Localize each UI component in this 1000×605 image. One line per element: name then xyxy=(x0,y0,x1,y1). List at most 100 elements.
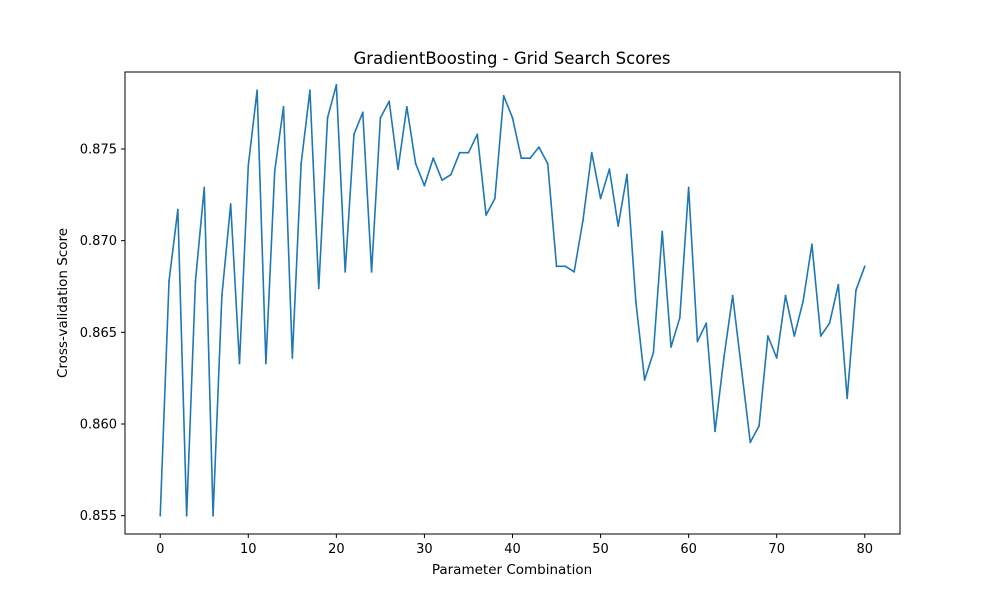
data-point xyxy=(353,133,355,136)
y-tick-label: 0.875 xyxy=(80,143,117,158)
data-point xyxy=(265,362,267,365)
data-point xyxy=(643,379,646,381)
data-point xyxy=(423,184,426,187)
data-point xyxy=(758,424,760,427)
data-point xyxy=(811,243,813,246)
data-point xyxy=(335,83,338,86)
data-point xyxy=(793,335,796,337)
data-point xyxy=(511,116,514,119)
data-point xyxy=(819,335,822,337)
data-point xyxy=(247,164,250,167)
data-point xyxy=(326,116,329,119)
data-point xyxy=(405,105,408,108)
x-tick-label: 0 xyxy=(156,542,164,557)
data-point xyxy=(185,514,188,517)
data-point xyxy=(837,283,840,286)
y-axis-label: Cross-validation Score xyxy=(55,228,71,378)
data-point xyxy=(238,362,241,365)
y-tick-label: 0.860 xyxy=(80,418,117,433)
data-point xyxy=(203,186,206,189)
data-point xyxy=(300,162,303,165)
data-point xyxy=(634,300,637,303)
data-point xyxy=(573,270,576,273)
data-point xyxy=(441,179,443,182)
data-point xyxy=(458,151,461,154)
y-tick-label: 0.865 xyxy=(80,326,117,341)
data-point xyxy=(449,173,452,176)
data-point xyxy=(546,162,549,165)
data-point xyxy=(273,170,276,172)
x-tick-label: 70 xyxy=(768,542,785,557)
data-point xyxy=(670,346,672,348)
data-point xyxy=(529,157,532,160)
data-point xyxy=(687,186,690,189)
data-point xyxy=(432,157,435,160)
data-point xyxy=(661,230,664,233)
data-point xyxy=(608,168,611,171)
x-axis: 0 10 20 30 40 50 60 70 80 xyxy=(156,534,873,557)
x-axis-label: Parameter Combination xyxy=(432,562,592,578)
data-point xyxy=(617,225,620,227)
x-tick-label: 40 xyxy=(504,542,521,557)
data-point xyxy=(626,173,628,176)
data-point xyxy=(855,289,857,292)
data-point xyxy=(397,168,399,171)
data-point xyxy=(291,357,294,359)
data-point xyxy=(863,265,866,268)
data-point xyxy=(564,265,567,268)
x-tick-label: 50 xyxy=(592,542,609,557)
data-point xyxy=(344,270,347,273)
data-point xyxy=(476,133,479,136)
data-point xyxy=(388,100,391,103)
x-tick-label: 80 xyxy=(856,542,873,557)
data-point xyxy=(696,340,699,343)
data-point xyxy=(678,316,681,319)
data-point xyxy=(652,351,655,354)
data-point xyxy=(705,322,708,325)
data-point xyxy=(722,357,725,359)
plot-frame xyxy=(124,71,901,535)
data-point xyxy=(599,197,602,200)
data-point xyxy=(775,357,778,359)
data-point xyxy=(176,208,179,211)
data-point xyxy=(361,111,364,114)
data-point xyxy=(538,146,540,149)
data-point xyxy=(168,280,170,282)
data-point xyxy=(767,335,769,337)
x-tick-label: 10 xyxy=(240,542,257,557)
data-point xyxy=(784,294,787,297)
y-axis: 0.855 0.860 0.865 0.870 0.875 xyxy=(80,143,125,524)
x-tick-label: 20 xyxy=(328,542,345,557)
data-point xyxy=(414,162,417,165)
data-point xyxy=(493,197,496,200)
data-point xyxy=(582,219,584,222)
data-point xyxy=(317,287,320,290)
data-point xyxy=(379,116,382,119)
data-point xyxy=(731,294,734,297)
data-point xyxy=(229,203,232,205)
x-tick-label: 30 xyxy=(416,542,433,557)
data-point xyxy=(714,430,716,433)
data-point xyxy=(590,151,593,154)
plot-area xyxy=(159,83,866,517)
data-point xyxy=(749,441,752,444)
data-point xyxy=(194,280,197,282)
data-point xyxy=(309,89,311,92)
data-point xyxy=(220,294,223,297)
data-point xyxy=(485,214,487,216)
y-tick-label: 0.870 xyxy=(80,234,117,249)
data-point xyxy=(502,94,505,97)
x-tick-label: 60 xyxy=(680,542,697,557)
data-point xyxy=(520,157,523,160)
data-point xyxy=(256,89,258,92)
series-line xyxy=(159,84,866,517)
data-point xyxy=(212,514,214,517)
data-point xyxy=(370,270,373,273)
data-point xyxy=(802,300,805,303)
data-point xyxy=(828,322,831,325)
y-tick-label: 0.855 xyxy=(80,509,117,524)
data-point xyxy=(467,151,470,154)
data-point xyxy=(159,514,162,517)
